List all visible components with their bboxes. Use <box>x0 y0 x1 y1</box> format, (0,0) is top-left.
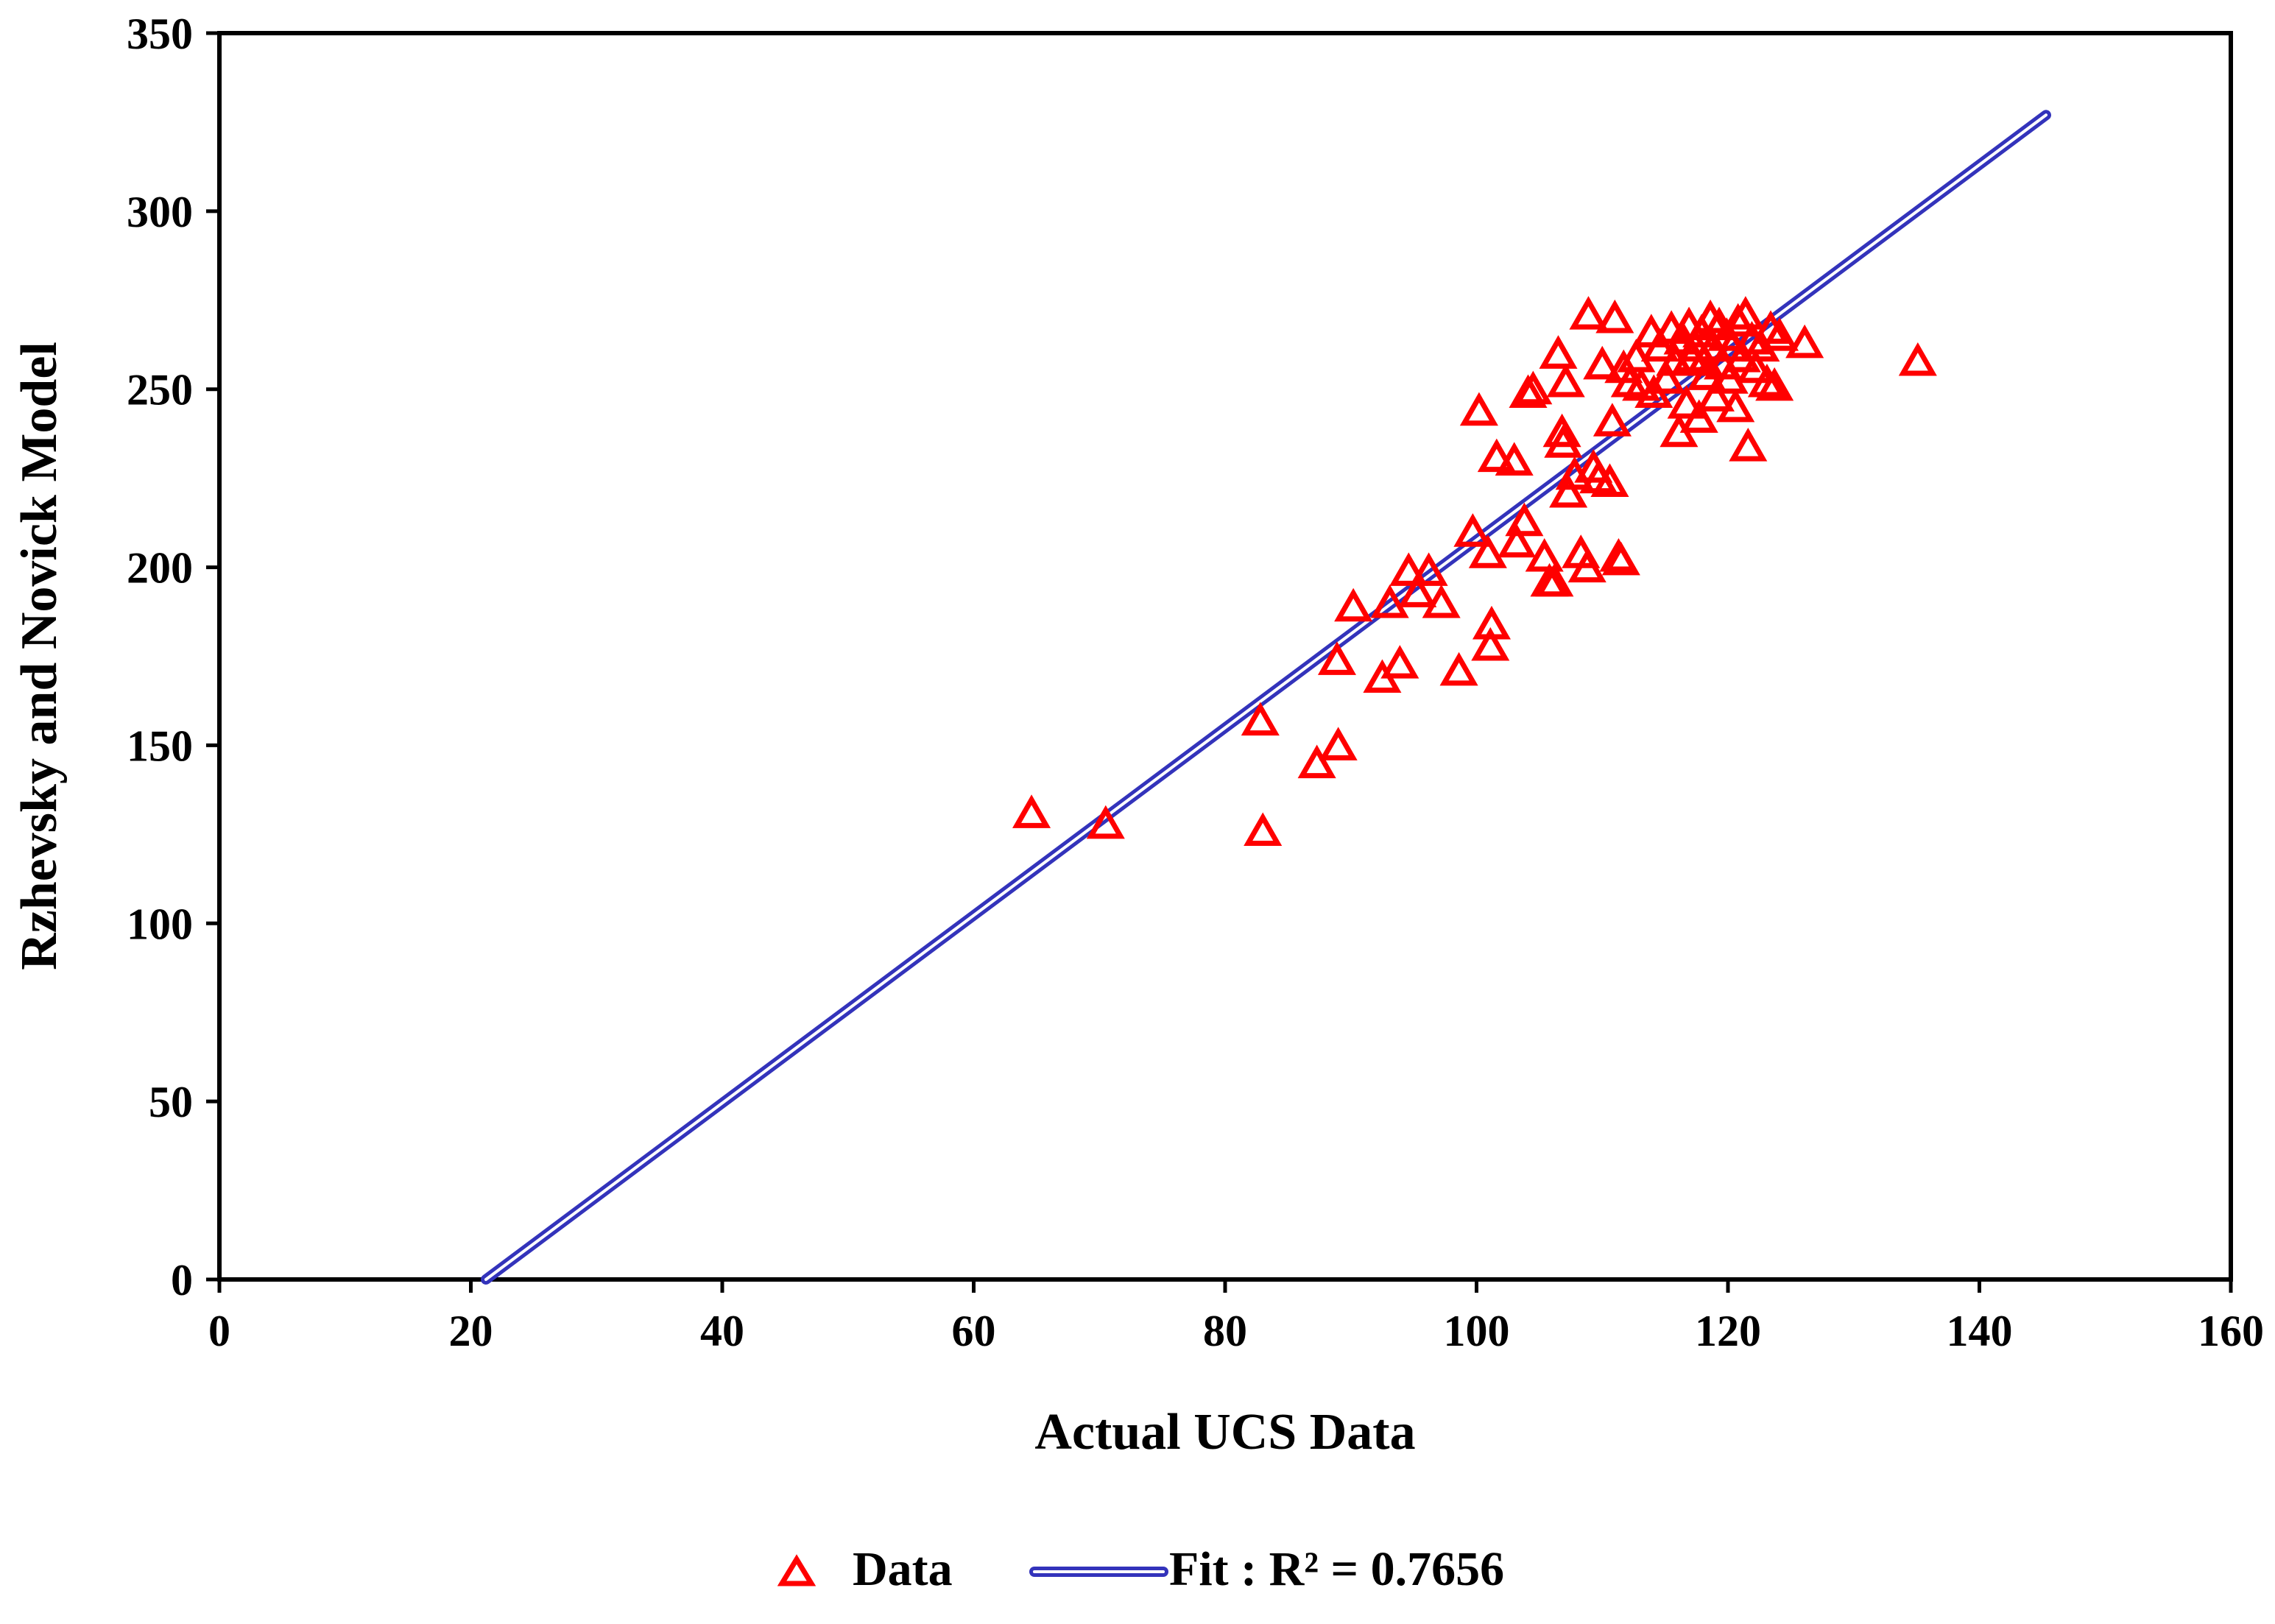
data-point <box>1498 523 1537 558</box>
data-point <box>1505 502 1544 537</box>
data-point <box>1755 367 1794 401</box>
x-tick-label: 100 <box>1444 1307 1510 1355</box>
data-point <box>1422 584 1461 618</box>
data-point <box>1012 794 1051 828</box>
data-point <box>1760 317 1799 351</box>
data-point <box>1439 652 1478 686</box>
fit-line-inner <box>484 113 2048 1281</box>
data-point <box>1569 296 1608 330</box>
data-point <box>1549 473 1588 508</box>
legend-fit-label: Fit : R² = 0.7656 <box>1169 1542 1504 1596</box>
data-point <box>1459 392 1498 426</box>
data-point <box>1334 587 1373 622</box>
data-point <box>1409 552 1448 586</box>
data-point <box>1471 626 1510 661</box>
data-point <box>1317 641 1356 675</box>
data-point <box>1726 296 1765 330</box>
y-tick-label: 200 <box>127 544 193 593</box>
data-point <box>1525 538 1564 572</box>
data-point <box>1785 324 1824 359</box>
data-point <box>1535 562 1574 597</box>
data-point <box>1380 645 1419 679</box>
data-point <box>1601 541 1640 576</box>
legend-data-label: Data <box>853 1542 953 1596</box>
data-point <box>1679 399 1718 433</box>
data-point <box>1710 360 1749 394</box>
data-point <box>1647 360 1686 394</box>
data-point <box>1898 342 1937 376</box>
data-point <box>1718 303 1757 337</box>
data-point <box>1453 513 1492 547</box>
data-point <box>1468 534 1507 568</box>
data-point <box>1590 463 1629 497</box>
data-point <box>1539 335 1578 369</box>
data-point <box>1729 428 1768 462</box>
data-point <box>1244 812 1283 847</box>
x-tick-label: 60 <box>952 1307 996 1355</box>
data-point <box>1514 370 1553 405</box>
data-point <box>1617 339 1656 373</box>
data-point <box>1640 328 1679 362</box>
data-point <box>1389 552 1428 586</box>
x-tick-label: 20 <box>449 1307 493 1355</box>
x-tick-label: 40 <box>700 1307 744 1355</box>
y-tick-label: 150 <box>127 721 193 770</box>
data-point <box>1319 727 1358 760</box>
data-point <box>1667 385 1706 419</box>
y-tick-label: 0 <box>171 1256 193 1305</box>
legend-data-marker-icon <box>777 1554 816 1586</box>
data-point <box>1546 363 1585 398</box>
fit-line-group <box>480 110 2051 1285</box>
x-tick-label: 80 <box>1203 1307 1247 1355</box>
x-tick-label: 120 <box>1695 1307 1761 1355</box>
data-point <box>1716 388 1755 423</box>
data-point <box>1542 413 1581 448</box>
data-point <box>1696 378 1735 412</box>
y-tick-label: 350 <box>127 10 193 58</box>
data-point <box>1509 374 1548 409</box>
x-axis-ticks: 0 20 40 60 80 100 120 140 160 <box>208 1279 2264 1355</box>
data-point <box>1736 349 1775 384</box>
x-axis-title: Actual UCS Data <box>1034 1404 1415 1461</box>
data-point <box>1477 438 1516 473</box>
data-point <box>1592 403 1632 437</box>
data-point <box>1595 299 1634 333</box>
x-tick-label: 0 <box>208 1307 230 1355</box>
y-axis-title: Rzhevsky and Novick Model <box>11 342 68 970</box>
data-point <box>1241 702 1280 736</box>
y-tick-label: 50 <box>149 1078 193 1126</box>
data-point <box>1544 424 1583 458</box>
x-tick-label: 140 <box>1947 1307 2013 1355</box>
y-tick-label: 250 <box>127 366 193 414</box>
y-axis-ticks: 0 50 100 150 200 250 300 350 <box>127 10 219 1305</box>
data-points-group <box>1012 296 1937 847</box>
data-point <box>1747 363 1786 398</box>
x-tick-label: 160 <box>2198 1307 2264 1355</box>
y-tick-label: 300 <box>127 188 193 236</box>
data-point <box>1583 345 1622 380</box>
data-point <box>1495 442 1534 476</box>
data-point <box>1297 744 1336 779</box>
data-point <box>1370 584 1409 618</box>
data-point <box>1398 573 1437 607</box>
legend: Data Fit : R² = 0.7656 <box>777 1542 1504 1596</box>
y-tick-label: 100 <box>127 900 193 948</box>
data-point <box>1086 805 1125 839</box>
data-point <box>1567 548 1606 583</box>
